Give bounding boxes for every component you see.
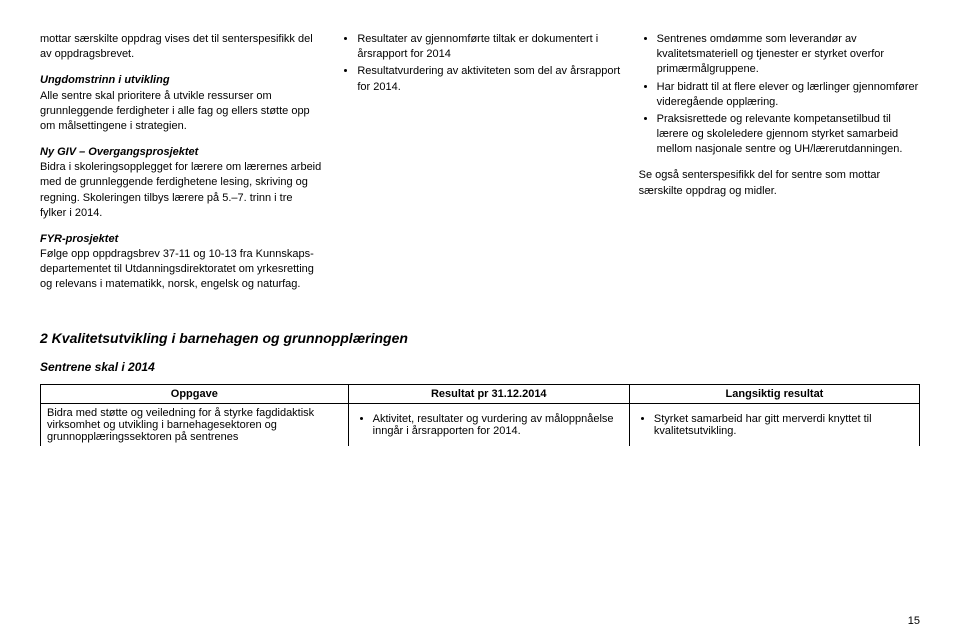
col1-h3: FYR-prosjektet <box>40 233 118 245</box>
th-resultat: Resultat pr 31.12.2014 <box>348 384 629 403</box>
td3-li: Styrket samarbeid har gitt merverdi knyt… <box>654 413 913 437</box>
column-1: mottar særskilte oppdrag vises det til s… <box>40 32 321 304</box>
three-column-region: mottar særskilte oppdrag vises det til s… <box>40 32 920 304</box>
table-header-row: Oppgave Resultat pr 31.12.2014 Langsikti… <box>41 384 920 403</box>
lower-table: Oppgave Resultat pr 31.12.2014 Langsikti… <box>40 384 920 446</box>
column-3: Sentrenes omdømme som leverandør av kval… <box>639 32 920 304</box>
col1-block4: FYR-prosjektet Følge opp oppdragsbrev 37… <box>40 232 321 293</box>
col2-li2: Resultatvurdering av aktiviteten som del… <box>357 64 620 94</box>
col2-list: Resultater av gjennomførte tiltak er dok… <box>339 32 620 95</box>
td-langsiktig: Styrket samarbeid har gitt merverdi knyt… <box>629 403 919 446</box>
col1-h2: Ny GIV – Overgangsprosjektet <box>40 146 198 158</box>
col3-li2: Har bidratt til at flere elever og lærli… <box>657 80 920 110</box>
col1-h1: Ungdomstrinn i utvikling <box>40 74 170 86</box>
td-oppgave: Bidra med støtte og veiledning for å sty… <box>41 403 349 446</box>
td-resultat: Aktivitet, resultater og vurdering av må… <box>348 403 629 446</box>
col1-block3: Ny GIV – Overgangsprosjektet Bidra i sko… <box>40 145 321 221</box>
td2-li: Aktivitet, resultater og vurdering av må… <box>373 413 623 437</box>
col1-block2: Ungdomstrinn i utvikling Alle sentre ska… <box>40 73 321 134</box>
column-2: Resultater av gjennomførte tiltak er dok… <box>339 32 620 304</box>
th-langsiktig: Langsiktig resultat <box>629 384 919 403</box>
th-oppgave: Oppgave <box>41 384 349 403</box>
table-row: Bidra med støtte og veiledning for å sty… <box>41 403 920 446</box>
col3-list: Sentrenes omdømme som leverandør av kval… <box>639 32 920 157</box>
col2-li1: Resultater av gjennomførte tiltak er dok… <box>357 32 620 62</box>
section-2-heading: 2 Kvalitetsutvikling i barnehagen og gru… <box>40 330 920 346</box>
page-number: 15 <box>908 615 920 627</box>
col1-p3: Bidra i skoleringsopplegget for lærere o… <box>40 161 321 219</box>
section-2-sub: Sentrene skal i 2014 <box>40 360 920 374</box>
col1-p1: mottar særskilte oppdrag vises det til s… <box>40 32 321 62</box>
col3-li3: Praksisrettede og relevante kompetanseti… <box>657 112 920 158</box>
col1-p4: Følge opp oppdragsbrev 37-11 og 10-13 fr… <box>40 248 314 290</box>
col1-p2: Alle sentre skal prioritere å utvikle re… <box>40 90 310 132</box>
col3-pend: Se også senterspesifikk del for sentre s… <box>639 168 920 198</box>
col3-li1: Sentrenes omdømme som leverandør av kval… <box>657 32 920 78</box>
